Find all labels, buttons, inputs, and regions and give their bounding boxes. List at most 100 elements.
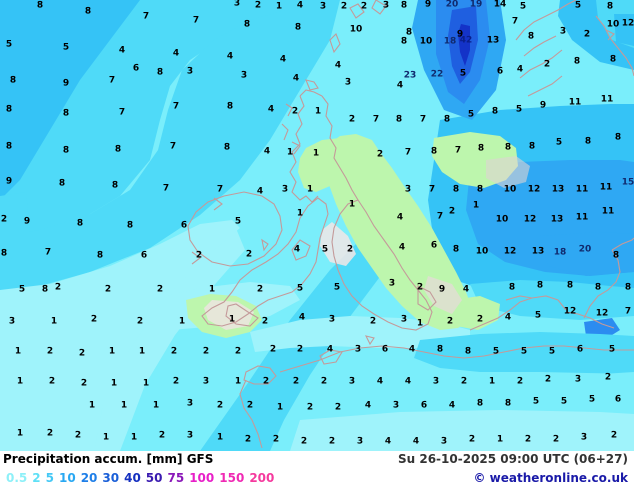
legend-stop-10[interactable]: 10 — [58, 471, 76, 485]
grid-value: 6 — [132, 63, 140, 74]
legend-stop-40[interactable]: 40 — [124, 471, 141, 485]
grid-value: 5 — [5, 39, 13, 50]
grid-value: 2 — [172, 376, 180, 387]
band-lt05-britain-n — [298, 138, 354, 192]
precipitation-map[interactable]: 8 8 7 7 8 8 10 8 9 7 5 8 5 3 2 1 4 3 2 2 3 8 9 20 19 14 5 5 4 4 4 4 4 8 10… — [0, 0, 634, 451]
legend-stop-2[interactable]: 2 — [32, 471, 41, 485]
band-05-2-sw-ext — [0, 220, 240, 451]
grid-value: 5 — [296, 283, 304, 294]
grid-value: 2 — [346, 244, 354, 255]
grid-value: 8 — [156, 67, 164, 78]
grid-value: 2 — [552, 434, 560, 445]
grid-value: 2 — [416, 282, 424, 293]
grid-value: 3 — [388, 278, 396, 289]
grid-value: 8 — [111, 180, 119, 191]
legend-stop-100[interactable]: 100 — [189, 471, 215, 485]
grid-value: 4 — [293, 244, 301, 255]
grid-value: 2 — [516, 376, 524, 387]
grid-value: 1 — [16, 428, 24, 439]
grid-value: 8 — [76, 218, 84, 229]
coast-scotland-north — [299, 89, 323, 97]
grid-value: 10 — [349, 24, 363, 35]
grid-value: 8 — [62, 145, 70, 156]
grid-value: 2 — [369, 316, 377, 327]
grid-value: 3 — [186, 66, 194, 77]
grid-value: 3 — [186, 430, 194, 441]
grid-value: 7 — [216, 184, 224, 195]
grid-value: 8 — [491, 106, 499, 117]
legend-stop-150[interactable]: 150 — [219, 471, 245, 485]
grid-value: 3 — [382, 0, 390, 11]
grid-value: 5 — [560, 396, 568, 407]
grid-value: 2 — [524, 434, 532, 445]
grid-value: 4 — [226, 51, 234, 62]
coast-shetland — [329, 33, 341, 54]
grid-value: 2 — [376, 149, 384, 160]
coast-ireland-sw — [191, 251, 201, 265]
grid-value: 2 — [300, 436, 308, 447]
grid-value: 8 — [395, 114, 403, 125]
grid-value: 5 — [333, 282, 341, 293]
grid-value: 1 — [142, 378, 150, 389]
grid-value: 3 — [440, 436, 448, 447]
grid-value: 8 — [477, 143, 485, 154]
coast-norway-fjords — [605, 29, 615, 41]
grid-value: 3 — [281, 184, 289, 195]
grid-value: 18 — [553, 247, 567, 258]
grid-value: 6 — [140, 250, 148, 261]
grid-value: 2 — [334, 402, 342, 413]
grid-value: 8 — [452, 184, 460, 195]
grid-value: 2 — [291, 106, 299, 117]
grid-value: 2 — [340, 1, 348, 12]
grid-value: 1 — [296, 208, 304, 219]
grid-value: 8 — [400, 0, 408, 11]
grid-value: 10 — [475, 246, 489, 257]
grid-value: 4 — [296, 0, 304, 11]
grid-value: 8 — [504, 398, 512, 409]
grid-value: 1 — [306, 184, 314, 195]
grid-value: 4 — [376, 376, 384, 387]
grid-value: 8 — [609, 54, 617, 65]
legend-stop-200[interactable]: 200 — [249, 471, 275, 485]
grid-value: 8 — [9, 75, 17, 86]
grid-value: 3 — [186, 398, 194, 409]
coast-ne-landmass — [515, 0, 577, 41]
grid-value: 1 — [216, 432, 224, 443]
color-legend[interactable]: 0.5 2 5 10 20 30 40 50 75 100 150 200 — [6, 471, 274, 485]
grid-value: 8 — [114, 144, 122, 155]
grid-value: 8 — [584, 136, 592, 147]
grid-value: 10 — [419, 36, 433, 47]
legend-stop-30[interactable]: 30 — [102, 471, 120, 485]
band-5-10-nw2 — [0, 0, 340, 292]
grid-value: 10 — [495, 214, 509, 225]
coastlines — [187, 0, 634, 449]
legend-stop-0-5[interactable]: 0.5 — [6, 471, 28, 485]
copyright-credit: © weatheronline.co.uk — [473, 471, 628, 485]
grid-value: 8 — [400, 36, 408, 47]
grid-value: 6 — [420, 400, 428, 411]
grid-value: 8 — [594, 282, 602, 293]
grid-value: 5 — [608, 344, 616, 355]
coast-france-west — [239, 379, 263, 449]
grid-value: 11 — [568, 97, 582, 108]
legend-stop-5[interactable]: 5 — [45, 471, 54, 485]
grid-value: 2 — [46, 428, 54, 439]
grid-value: 11 — [575, 212, 589, 223]
grid-value: 6 — [180, 220, 188, 231]
landtone-sw — [320, 222, 356, 266]
grid-value: 1 — [472, 200, 480, 211]
band-lt05-se-corner — [448, 296, 500, 330]
grid-value: 5 — [234, 216, 242, 227]
coast-isleofwight — [364, 335, 375, 346]
grid-value: 7 — [511, 16, 519, 27]
grid-value: 8 — [573, 56, 581, 67]
coast-britain-east — [331, 199, 433, 331]
coast-netherlands — [469, 295, 567, 331]
grid-value: 8 — [405, 27, 413, 38]
grid-value: 2 — [46, 346, 54, 357]
legend-stop-50[interactable]: 50 — [145, 471, 163, 485]
legend-stop-75[interactable]: 75 — [167, 471, 185, 485]
band-peak-core — [458, 24, 470, 66]
grid-value: 2 — [246, 400, 254, 411]
legend-stop-20[interactable]: 20 — [80, 471, 98, 485]
